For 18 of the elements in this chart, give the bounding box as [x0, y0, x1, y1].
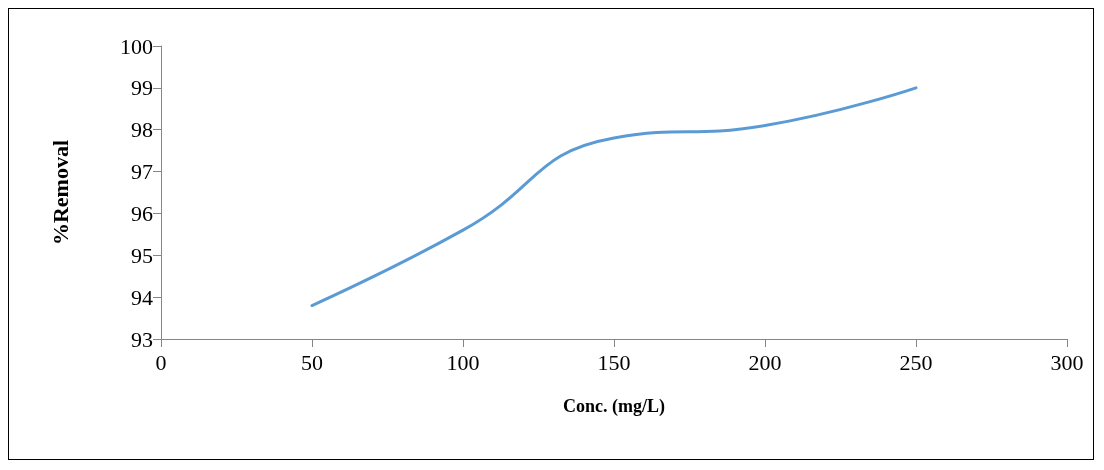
x-tick-label: 50: [301, 349, 323, 375]
x-tick-label: 250: [899, 349, 933, 375]
x-tick-label: 200: [748, 349, 782, 375]
x-tick-label: 150: [597, 349, 631, 375]
y-tick-label: 93: [131, 326, 153, 352]
y-axis-title: %Removal: [47, 139, 73, 246]
y-tick-label: 97: [131, 159, 153, 185]
x-axis-title: Conc. (mg/L): [563, 396, 665, 417]
y-tick-label: 96: [131, 200, 153, 226]
x-tick-label: 0: [155, 349, 167, 375]
x-tick-label: 300: [1050, 349, 1084, 375]
y-tick-label: 100: [120, 33, 153, 59]
x-tick-label: 100: [446, 349, 480, 375]
y-tick-label: 95: [131, 242, 153, 268]
y-tick-label: 99: [131, 75, 153, 101]
line-series: [310, 86, 918, 308]
y-tick-label: 98: [131, 117, 153, 143]
y-tick-label: 94: [131, 284, 153, 310]
